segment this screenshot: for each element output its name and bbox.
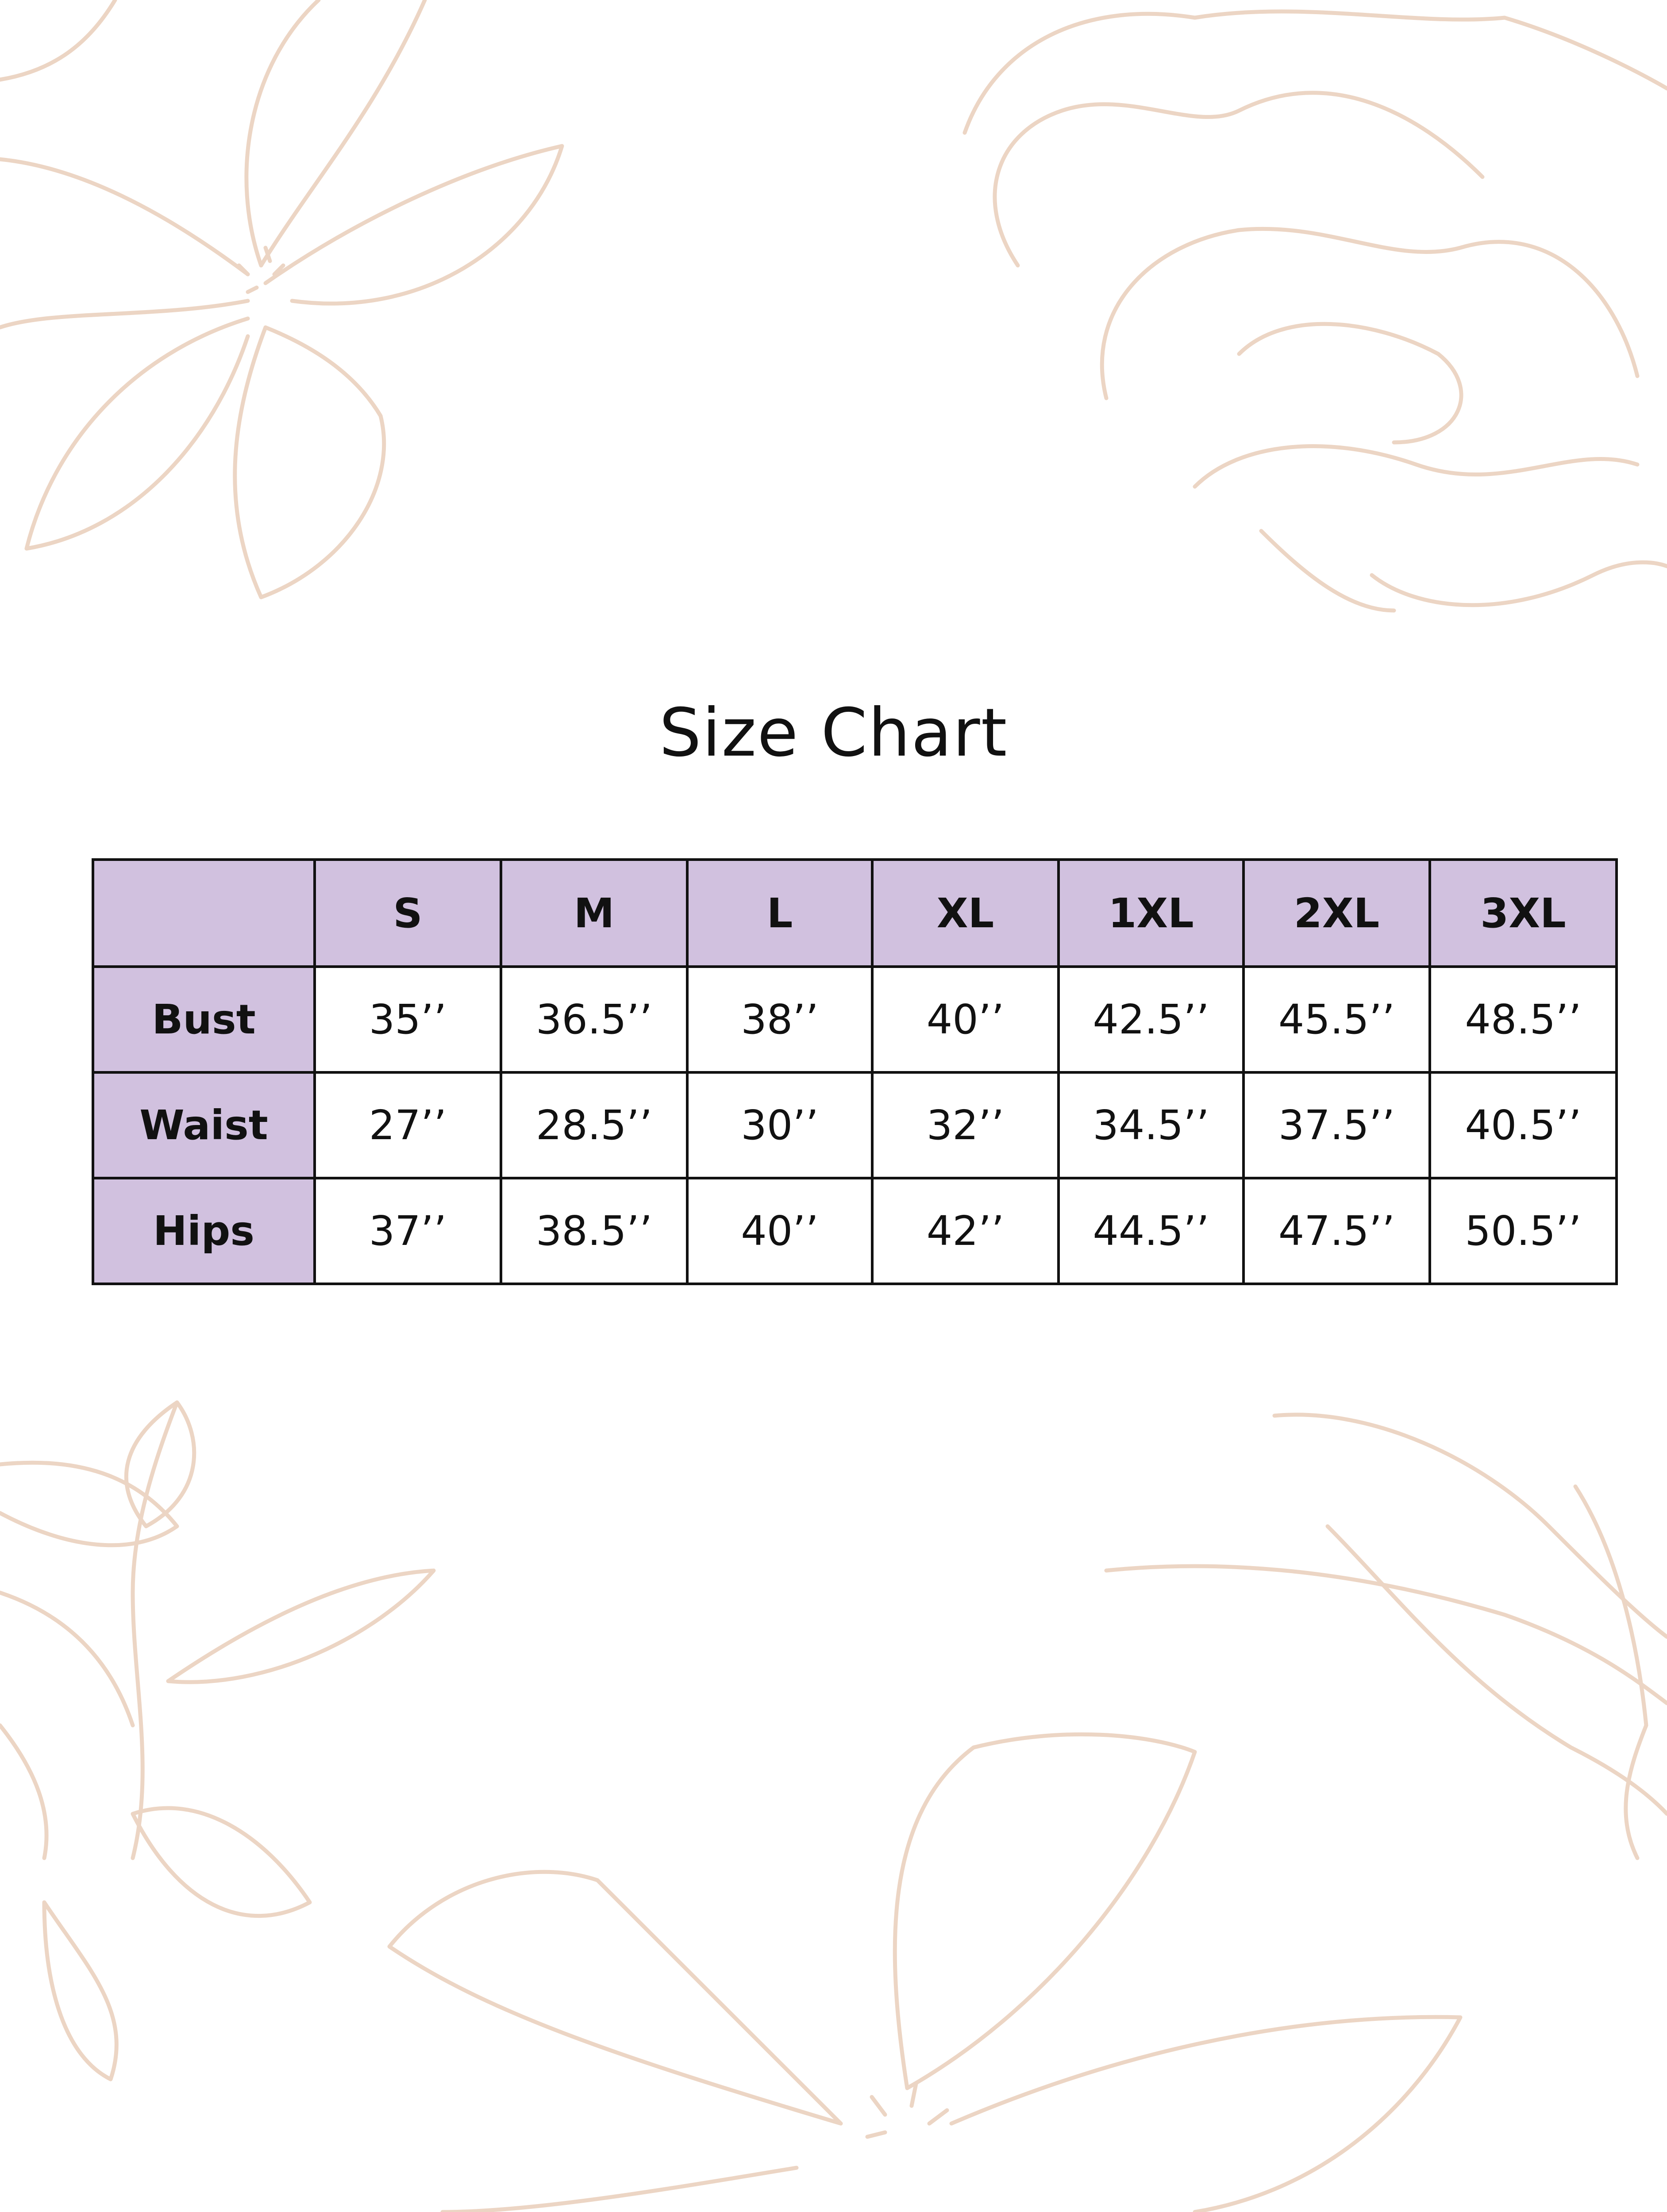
table-cell: 27’’	[313, 1071, 502, 1179]
table-cell: 42’’	[871, 1177, 1060, 1285]
table-cell: 40.5’’	[1428, 1071, 1618, 1179]
table-cell: 38.5’’	[500, 1177, 689, 1285]
header-corner	[92, 858, 316, 968]
table-row-waist: Waist 27’’ 28.5’’ 30’’ 32’’ 34.5’’ 37.5’…	[92, 1071, 1618, 1179]
table-row-bust: Bust 35’’ 36.5’’ 38’’ 40’’ 42.5’’ 45.5’’…	[92, 965, 1618, 1074]
table-cell: 42.5’’	[1057, 965, 1245, 1074]
table-cell: 44.5’’	[1057, 1177, 1245, 1285]
table-cell: 30’’	[686, 1071, 874, 1179]
header-size-2xl: 2XL	[1242, 858, 1431, 968]
header-size-l: L	[686, 858, 874, 968]
size-chart-table: S M L XL 1XL 2XL 3XL Bust 35’’ 36.5’’ 38…	[92, 858, 1618, 1285]
header-size-1xl: 1XL	[1057, 858, 1245, 968]
row-label: Waist	[92, 1071, 316, 1179]
table-cell: 45.5’’	[1242, 965, 1431, 1074]
flower-top-left-icon	[0, 0, 564, 599]
header-size-m: M	[500, 858, 689, 968]
row-label: Hips	[92, 1177, 316, 1285]
table-cell: 38’’	[686, 965, 874, 1074]
table-cell: 34.5’’	[1057, 1071, 1245, 1179]
flower-bottom-center-icon	[387, 1732, 1463, 2212]
table-cell: 40’’	[871, 965, 1060, 1074]
header-size-xl: XL	[871, 858, 1060, 968]
leaves-bottom-right-icon	[1104, 1413, 1667, 1860]
row-label: Bust	[92, 965, 316, 1074]
table-cell: 36.5’’	[500, 965, 689, 1074]
header-row: S M L XL 1XL 2XL 3XL	[92, 858, 1618, 968]
leaves-bottom-left-icon	[0, 1400, 436, 2081]
rose-top-right-icon	[962, 9, 1667, 613]
table-row-hips: Hips 37’’ 38.5’’ 40’’ 42’’ 44.5’’ 47.5’’…	[92, 1177, 1618, 1285]
table-cell: 50.5’’	[1428, 1177, 1618, 1285]
table-cell: 40’’	[686, 1177, 874, 1285]
page-title: Size Chart	[659, 695, 1008, 772]
table-cell: 48.5’’	[1428, 965, 1618, 1074]
table-cell: 32’’	[871, 1071, 1060, 1179]
table-cell: 47.5’’	[1242, 1177, 1431, 1285]
table-cell: 35’’	[313, 965, 502, 1074]
header-size-3xl: 3XL	[1428, 858, 1618, 968]
table-cell: 37.5’’	[1242, 1071, 1431, 1179]
table-cell: 37’’	[313, 1177, 502, 1285]
header-size-s: S	[313, 858, 502, 968]
table-cell: 28.5’’	[500, 1071, 689, 1179]
